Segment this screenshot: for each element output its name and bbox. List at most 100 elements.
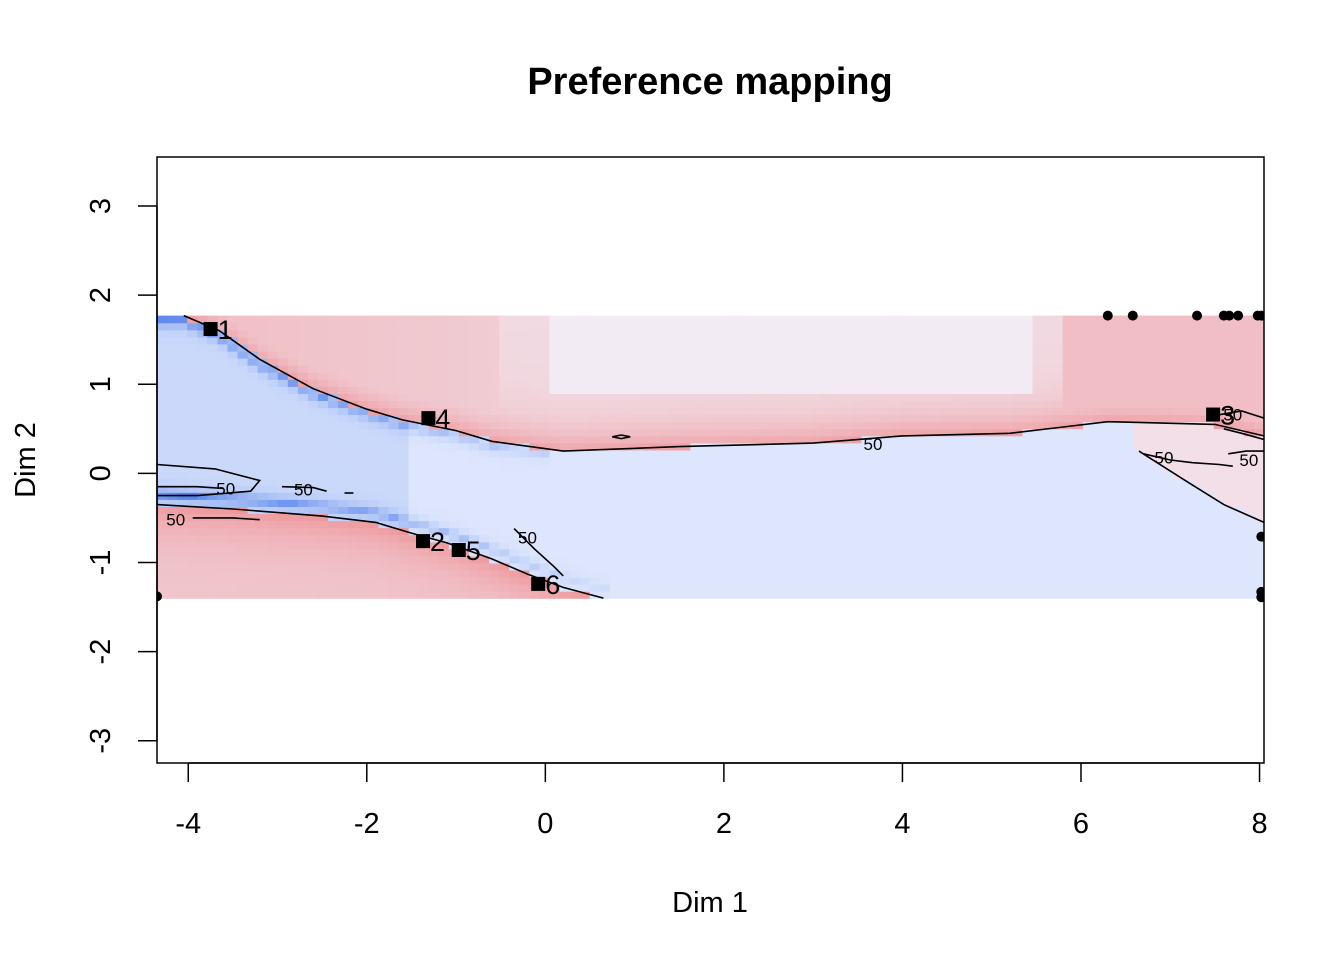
heatmap-cell	[1243, 449, 1255, 458]
heatmap-cell	[1243, 548, 1255, 557]
heatmap-cell	[901, 576, 913, 585]
heatmap-cell	[348, 478, 359, 486]
heatmap-cell	[539, 315, 551, 324]
heatmap-cell	[801, 456, 812, 465]
heatmap-cell	[1103, 449, 1114, 458]
heatmap-cell	[780, 365, 792, 373]
heatmap-cell	[398, 471, 410, 479]
heatmap-cell	[921, 386, 933, 394]
heatmap-cell	[479, 372, 490, 380]
heatmap-cell	[801, 315, 812, 324]
heatmap-cell	[1213, 400, 1225, 409]
heatmap-cell	[358, 336, 369, 345]
heatmap-cell	[962, 513, 973, 522]
heatmap-cell	[338, 520, 349, 529]
heatmap-cell	[438, 463, 450, 472]
heatmap-cell	[780, 513, 792, 522]
heatmap-cell	[1253, 336, 1264, 345]
heatmap-cell	[1002, 372, 1013, 380]
heatmap-cell	[388, 506, 400, 514]
heatmap-cell	[770, 506, 782, 514]
heatmap-cell	[287, 555, 299, 564]
heatmap-cell	[267, 555, 279, 564]
heatmap-cell	[1223, 534, 1235, 543]
heatmap-cell	[619, 365, 631, 373]
heatmap-cell	[942, 435, 953, 444]
heatmap-cell	[1022, 520, 1034, 529]
heatmap-cell	[197, 576, 208, 585]
heatmap-cell	[1042, 576, 1054, 585]
heatmap-cell	[1233, 555, 1245, 564]
heatmap-cell	[1082, 541, 1094, 550]
heatmap-cell	[519, 336, 530, 345]
heatmap-cell	[1012, 386, 1024, 394]
heatmap-cell	[911, 336, 923, 345]
heatmap-cell	[760, 569, 772, 578]
heatmap-cell	[952, 358, 963, 366]
heatmap-cell	[1143, 350, 1154, 359]
heatmap-cell	[630, 343, 641, 352]
heatmap-cell	[710, 499, 722, 507]
heatmap-cell	[801, 534, 812, 543]
heatmap-cell	[1193, 428, 1205, 437]
heatmap-cell	[318, 492, 329, 500]
heatmap-cell	[1002, 569, 1013, 578]
heatmap-cell	[660, 435, 671, 444]
heatmap-cell	[791, 358, 802, 366]
heatmap-cell	[599, 350, 611, 359]
heatmap-cell	[1002, 548, 1013, 557]
heatmap-cell	[1012, 485, 1024, 493]
heatmap-cell	[1042, 435, 1054, 444]
heatmap-cell	[308, 534, 319, 543]
heatmap-cell	[297, 569, 309, 578]
heatmap-cell	[358, 492, 369, 500]
heatmap-cell	[1113, 315, 1124, 324]
heatmap-cell	[1173, 463, 1185, 472]
heatmap-cell	[1243, 541, 1255, 550]
heatmap-cell	[780, 527, 792, 536]
heatmap-cell	[1173, 322, 1185, 331]
heatmap-cell	[1042, 322, 1054, 331]
heatmap-cell	[297, 576, 309, 585]
heatmap-cell	[1153, 513, 1164, 522]
heatmap-cell	[1133, 372, 1144, 380]
heatmap-cell	[710, 485, 722, 493]
heatmap-cell	[378, 421, 390, 430]
heatmap-cell	[318, 315, 329, 324]
heatmap-cell	[811, 513, 822, 522]
heatmap-cell	[760, 506, 772, 514]
heatmap-cell	[297, 534, 309, 543]
heatmap-cell	[227, 358, 239, 366]
heatmap-cell	[992, 485, 1003, 493]
heatmap-cell	[730, 492, 742, 500]
heatmap-cell	[750, 386, 762, 394]
heatmap-cell	[348, 499, 359, 507]
heatmap-cell	[1243, 499, 1255, 507]
heatmap-cell	[549, 336, 561, 345]
heatmap-cell	[469, 478, 480, 486]
heatmap-cell	[549, 506, 561, 514]
heatmap-cell	[921, 336, 933, 345]
heatmap-cell	[438, 548, 450, 557]
heatmap-cell	[287, 584, 299, 592]
heatmap-cell	[469, 584, 480, 592]
heatmap-cell	[1002, 499, 1013, 507]
heatmap-cell	[469, 492, 480, 500]
heatmap-cell	[1022, 393, 1034, 401]
heatmap-cell	[177, 449, 188, 458]
heatmap-cell	[901, 520, 913, 529]
heatmap-cell	[982, 513, 993, 522]
heatmap-cell	[1113, 456, 1124, 465]
heatmap-cell	[539, 591, 551, 599]
heatmap-cell	[499, 485, 510, 493]
heatmap-cell	[277, 414, 289, 423]
heatmap-cell	[398, 555, 410, 564]
heatmap-cell	[388, 449, 400, 458]
heatmap-cell	[177, 400, 188, 409]
heatmap-cell	[911, 562, 923, 571]
heatmap-cell	[569, 428, 581, 437]
heatmap-cell	[660, 421, 671, 430]
heatmap-cell	[992, 584, 1003, 592]
heatmap-cell	[720, 492, 732, 500]
heatmap-cell	[1233, 379, 1245, 387]
